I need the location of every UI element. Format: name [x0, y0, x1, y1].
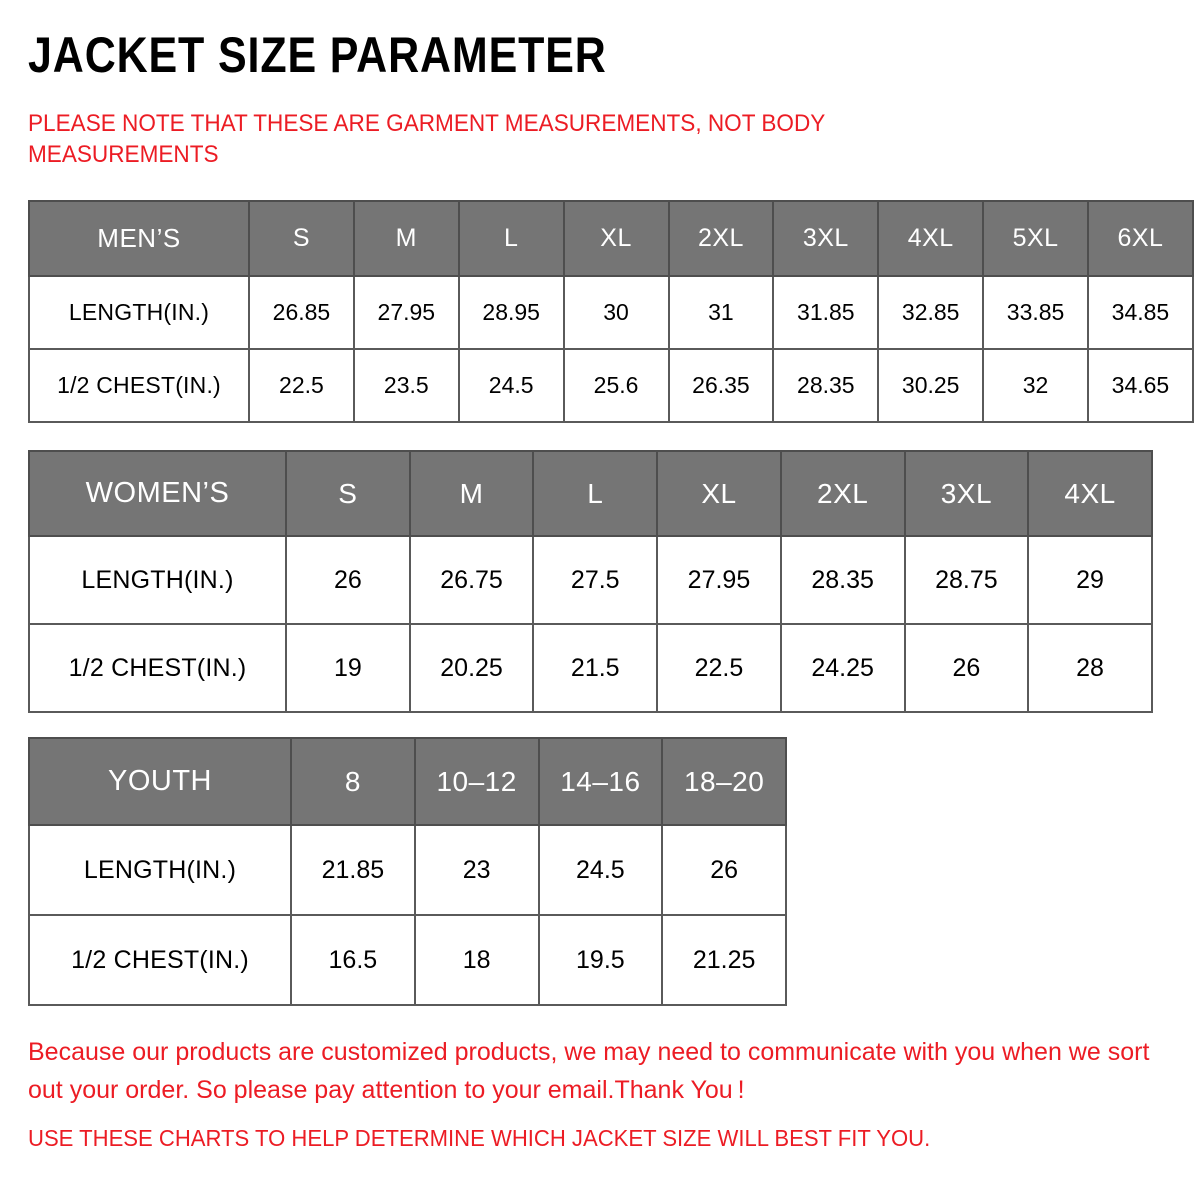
measurement-value: 26.75	[408, 535, 535, 625]
table-header-row: YOUTH 8 10–12 14–16 18–20	[28, 737, 787, 826]
measurement-label: 1/2 CHEST(IN.)	[28, 348, 250, 423]
size-header-xl: XL	[562, 200, 670, 277]
size-header-8: 8	[290, 737, 416, 826]
size-header-5xl: 5XL	[982, 200, 1089, 277]
measurement-value: 19	[285, 623, 411, 713]
size-header-18-20: 18–20	[661, 737, 787, 826]
measurement-value: 31.85	[772, 275, 880, 350]
youth-table-header: YOUTH 8 10–12 14–16 18–20	[28, 737, 787, 826]
measurement-value: 20.25	[408, 623, 535, 713]
table-row: LENGTH(IN.) 26 26.75 27.5 27.95 28.35 28.75 29	[28, 535, 1153, 625]
womens-table-body: LENGTH(IN.) 26 26.75 27.5 27.95 28.35 28.75 29 1…	[28, 535, 1153, 713]
table-row: 1/2 CHEST(IN.) 22.5 23.5 24.5 25.6 26.35 28.35…	[28, 348, 1194, 423]
size-header-4xl: 4XL	[877, 200, 985, 277]
measurement-value: 24.5	[537, 824, 664, 916]
garment-measurement-note: PLEASE NOTE THAT THESE ARE GARMENT MEASU…	[28, 110, 825, 168]
measurement-value: 18	[413, 914, 540, 1006]
measurement-value: 28.35	[772, 348, 880, 423]
measurement-value: 23.5	[352, 348, 460, 423]
womens-table-label: WOMEN’S	[28, 450, 287, 537]
measurement-value: 32.85	[877, 275, 985, 350]
page-title: JACKET SIZE PARAMETER	[28, 27, 607, 83]
measurement-value: 34.85	[1087, 275, 1194, 350]
size-header-4xl: 4XL	[1027, 450, 1153, 537]
measurement-value: 27.95	[352, 275, 460, 350]
measurement-value: 21.85	[290, 824, 416, 916]
measurement-value: 28	[1027, 623, 1153, 713]
measurement-value: 23	[413, 824, 540, 916]
measurement-value: 22.5	[656, 623, 782, 713]
measurement-value: 26.85	[248, 275, 355, 350]
table-row: 1/2 CHEST(IN.) 16.5 18 19.5 21.25	[28, 914, 787, 1006]
customized-products-note: Because our products are customized prod…	[28, 1038, 1150, 1104]
size-header-m: M	[408, 450, 535, 537]
measurement-value: 28.75	[903, 535, 1030, 625]
measurement-label: 1/2 CHEST(IN.)	[28, 914, 292, 1006]
use-charts-note: USE THESE CHARTS TO HELP DETERMINE WHICH…	[28, 1125, 931, 1151]
size-header-2xl: 2XL	[667, 200, 775, 277]
table-row: LENGTH(IN.) 21.85 23 24.5 26	[28, 824, 787, 916]
size-header-l: L	[532, 450, 659, 537]
measurement-value: 26	[285, 535, 411, 625]
measurement-value: 16.5	[290, 914, 416, 1006]
youth-table-label: YOUTH	[28, 737, 292, 826]
measurement-value: 32	[982, 348, 1089, 423]
size-header-3xl: 3XL	[903, 450, 1030, 537]
measurement-label: LENGTH(IN.)	[28, 275, 250, 350]
measurement-value: 28.95	[457, 275, 565, 350]
womens-size-table: WOMEN’S S M L XL 2XL 3XL 4XL LENGTH(IN.) 26 26.75…	[28, 450, 1153, 713]
size-header-s: S	[248, 200, 355, 277]
table-row: LENGTH(IN.) 26.85 27.95 28.95 30 31 31.85 32.85…	[28, 275, 1194, 350]
size-header-6xl: 6XL	[1087, 200, 1194, 277]
measurement-value: 33.85	[982, 275, 1089, 350]
size-header-s: S	[285, 450, 411, 537]
measurement-value: 31	[667, 275, 775, 350]
measurement-value: 28.35	[779, 535, 906, 625]
size-header-m: M	[352, 200, 460, 277]
table-header-row: MEN’S S M L XL 2XL 3XL 4XL 5XL 6XL	[28, 200, 1194, 277]
measurement-value: 30.25	[877, 348, 985, 423]
size-header-l: L	[457, 200, 565, 277]
measurement-value: 34.65	[1087, 348, 1194, 423]
mens-table-label: MEN’S	[28, 200, 250, 277]
measurement-label: 1/2 CHEST(IN.)	[28, 623, 287, 713]
size-header-xl: XL	[656, 450, 782, 537]
measurement-value: 26	[903, 623, 1030, 713]
table-header-row: WOMEN’S S M L XL 2XL 3XL 4XL	[28, 450, 1153, 537]
measurement-value: 24.5	[457, 348, 565, 423]
table-row: 1/2 CHEST(IN.) 19 20.25 21.5 22.5 24.25 26 28	[28, 623, 1153, 713]
size-header-2xl: 2XL	[779, 450, 906, 537]
measurement-value: 25.6	[562, 348, 670, 423]
measurement-value: 26.35	[667, 348, 775, 423]
size-header-10-12: 10–12	[413, 737, 540, 826]
size-header-3xl: 3XL	[772, 200, 880, 277]
measurement-value: 21.5	[532, 623, 659, 713]
womens-table-header: WOMEN’S S M L XL 2XL 3XL 4XL	[28, 450, 1153, 537]
mens-size-table: MEN’S S M L XL 2XL 3XL 4XL 5XL 6XL LENGTH(IN.) 26.…	[28, 200, 1194, 423]
measurement-value: 24.25	[779, 623, 906, 713]
youth-size-table: YOUTH 8 10–12 14–16 18–20 LENGTH(IN.) 21.85 23…	[28, 737, 787, 1006]
mens-table-header: MEN’S S M L XL 2XL 3XL 4XL 5XL 6XL	[28, 200, 1194, 277]
measurement-value: 27.95	[656, 535, 782, 625]
measurement-value: 27.5	[532, 535, 659, 625]
measurement-label: LENGTH(IN.)	[28, 824, 292, 916]
measurement-label: LENGTH(IN.)	[28, 535, 287, 625]
mens-table-body: LENGTH(IN.) 26.85 27.95 28.95 30 31 31.85 32.85…	[28, 275, 1194, 423]
measurement-value: 26	[661, 824, 787, 916]
measurement-value: 29	[1027, 535, 1153, 625]
measurement-value: 30	[562, 275, 670, 350]
measurement-value: 22.5	[248, 348, 355, 423]
measurement-value: 19.5	[537, 914, 664, 1006]
youth-table-body: LENGTH(IN.) 21.85 23 24.5 26 1/2 CHEST(IN.) 16…	[28, 824, 787, 1006]
size-header-14-16: 14–16	[537, 737, 664, 826]
measurement-value: 21.25	[661, 914, 787, 1006]
